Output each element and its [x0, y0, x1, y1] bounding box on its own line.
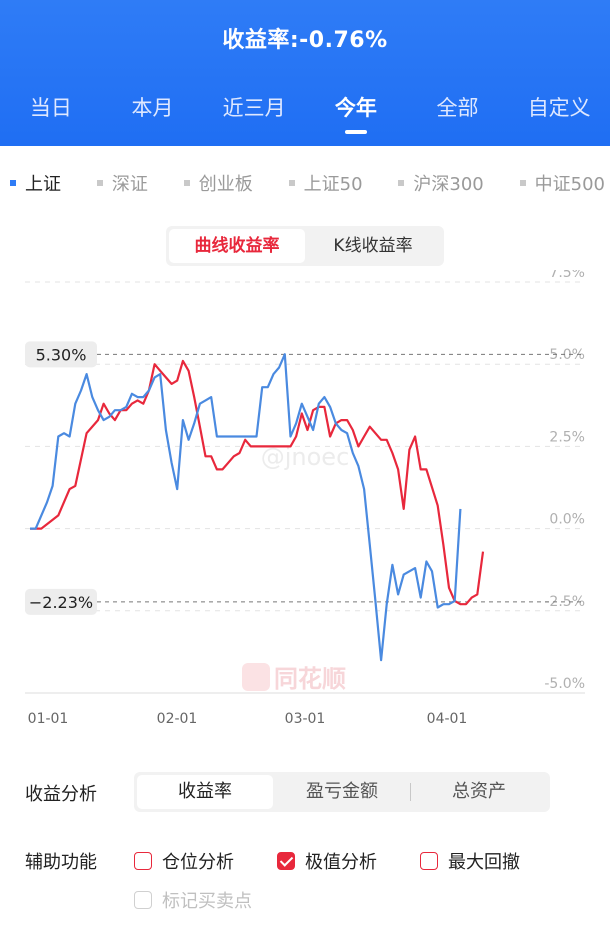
checkbox-icon: [277, 852, 295, 870]
brand-watermark: 同花顺: [274, 665, 346, 693]
index-hs300[interactable]: 沪深300: [398, 170, 484, 196]
bullet-icon: [288, 180, 295, 186]
y-tick-label: -5.0%: [544, 676, 585, 692]
index-zz500[interactable]: 中证500: [519, 170, 605, 196]
page-title: 收益率:-0.76%: [222, 28, 388, 53]
watermark-text: @jnoec: [261, 443, 350, 471]
extreme-analysis-checkbox[interactable]: 极值分析: [277, 848, 377, 874]
analysis-label: 收益分析: [25, 784, 97, 805]
curve-type-toggle: 曲线收益率 K线收益率: [166, 226, 444, 266]
tab-today[interactable]: 当日: [29, 96, 72, 120]
checkbox-icon: [420, 852, 438, 870]
tab-three-months[interactable]: 近三月: [222, 96, 286, 120]
kline-return-button[interactable]: K线收益率: [333, 236, 413, 256]
checkbox-icon: [134, 891, 152, 909]
x-tick-label: 04-01: [427, 711, 468, 727]
analysis-return-button[interactable]: 收益率: [137, 775, 273, 809]
max-value-label: 5.30%: [36, 345, 87, 364]
tab-custom[interactable]: 自定义: [527, 96, 591, 120]
header-bar: 收益率:-0.76% 当日 本月 近三月 今年 全部 自定义: [0, 0, 610, 146]
index-sh50[interactable]: 上证50: [288, 170, 363, 196]
checkbox-icon: [134, 852, 152, 870]
y-tick-label: 5.0%: [549, 347, 585, 363]
analysis-assets-button[interactable]: 总资产: [452, 781, 506, 802]
y-tick-label: 2.5%: [549, 429, 585, 445]
divider: [410, 783, 411, 801]
y-tick-label: 0.0%: [549, 512, 585, 528]
x-tick-label: 02-01: [157, 711, 198, 727]
min-value-label: −2.23%: [29, 593, 93, 612]
max-drawdown-checkbox[interactable]: 最大回撤: [420, 848, 520, 874]
period-tabs: 当日 本月 近三月 今年 全部 自定义: [0, 92, 610, 134]
bullet-icon: [183, 180, 190, 186]
series-line-blue: [30, 353, 462, 662]
index-sz[interactable]: 深证: [96, 170, 148, 196]
tab-this-year[interactable]: 今年: [305, 92, 407, 134]
y-tick-label: 7.5%: [549, 270, 585, 281]
index-sh[interactable]: 上证: [10, 170, 61, 196]
brand-logo-icon: [242, 663, 270, 691]
return-chart[interactable]: 7.5%5.0%2.5%0.0%-2.5%-5.0%01-01 02-01 03-0…: [0, 270, 610, 730]
aux-label: 辅助功能: [25, 852, 97, 873]
analysis-toggle: 收益率 盈亏金额 总资产: [134, 772, 550, 812]
tab-month[interactable]: 本月: [131, 96, 174, 120]
bullet-icon: [519, 180, 526, 186]
x-tick-label: 01-01: [28, 711, 69, 727]
position-analysis-checkbox[interactable]: 仓位分析: [134, 848, 234, 874]
index-selector: 上证 深证 创业板 上证50 沪深300 中证500: [10, 170, 605, 196]
min-value-label-bg: [25, 588, 97, 615]
max-value-label-bg: [25, 341, 97, 368]
bullet-icon: [398, 180, 405, 186]
series-line-red: [30, 359, 485, 606]
curve-return-button[interactable]: 曲线收益率: [169, 229, 305, 263]
bullet-icon: [96, 180, 103, 186]
bullet-icon: [10, 180, 16, 186]
x-tick-label: 03-01: [285, 711, 326, 727]
analysis-pnl-button[interactable]: 盈亏金额: [306, 781, 378, 802]
mark-trades-checkbox[interactable]: 标记买卖点: [134, 887, 252, 913]
index-chinext[interactable]: 创业板: [183, 170, 253, 196]
tab-all[interactable]: 全部: [436, 96, 479, 120]
